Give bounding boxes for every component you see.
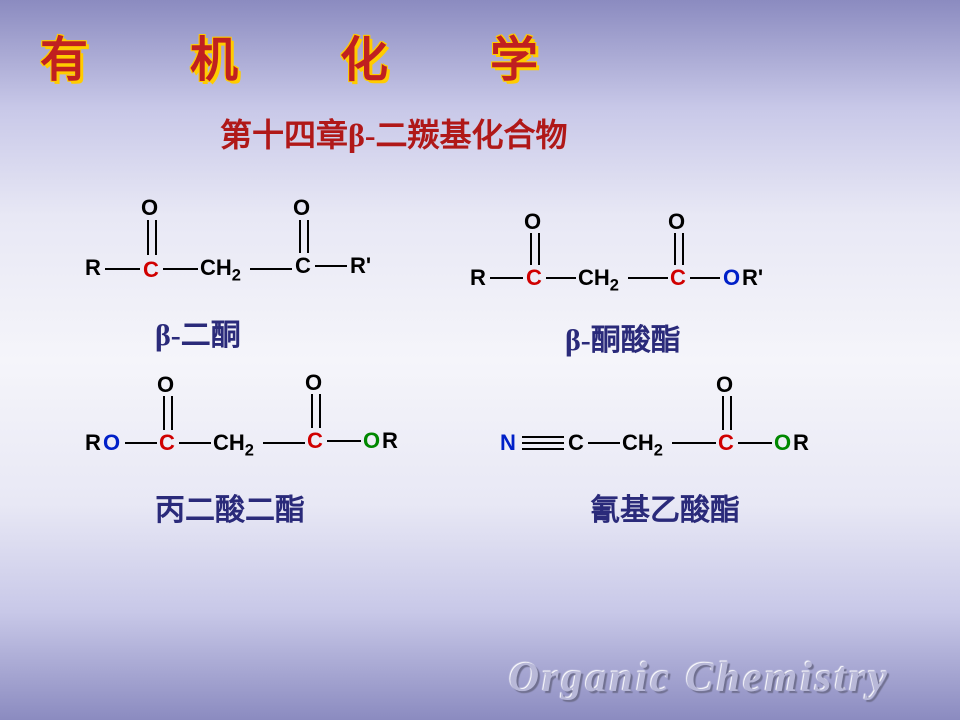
atom-O: O — [668, 209, 685, 235]
atom-C: C — [295, 253, 311, 279]
structure-label: 丙二酸二酯 — [155, 485, 305, 529]
bond — [155, 220, 157, 255]
title-text: 有 机 化 学 — [40, 34, 583, 87]
bond — [147, 220, 149, 255]
structure-cyanoacetate: NCCH2COOR氰基乙酸酯 — [500, 370, 880, 530]
atom-CH: CH2 — [213, 430, 254, 460]
bond — [730, 396, 732, 430]
bond — [628, 277, 668, 279]
bond — [690, 277, 720, 279]
bond — [546, 277, 576, 279]
atom-C: C — [307, 428, 323, 454]
atom-O: O — [524, 209, 541, 235]
bond — [125, 442, 157, 444]
atom-C: C — [718, 430, 734, 456]
atom-C: C — [159, 430, 175, 456]
atom-C: C — [568, 430, 584, 456]
bond — [522, 448, 564, 450]
atom-R: R — [470, 265, 486, 291]
bond — [738, 442, 772, 444]
bond — [263, 442, 305, 444]
atom-O: O — [141, 195, 158, 221]
atom-C: C — [670, 265, 686, 291]
atom-CH: CH2 — [578, 265, 619, 295]
bond — [327, 440, 361, 442]
bond — [315, 265, 347, 267]
atom-O: O — [157, 372, 174, 398]
bond — [163, 396, 165, 430]
atom-R': R' — [350, 253, 371, 279]
chapter-title: 第十四章β-二羰基化合物 — [220, 110, 568, 156]
atom-O: O — [305, 370, 322, 396]
bond — [490, 277, 523, 279]
structure-malonic-diester: ROCOCH2COOR丙二酸二酯 — [85, 370, 445, 530]
bond — [319, 394, 321, 428]
atom-C: C — [143, 257, 159, 283]
bond — [163, 268, 198, 270]
atom-O: O — [103, 430, 120, 456]
atom-R: R — [793, 430, 809, 456]
atom-O: O — [293, 195, 310, 221]
atom-CH: CH2 — [200, 255, 241, 285]
structure-label: β-酮酸酯 — [565, 315, 681, 359]
atom-R: R — [382, 428, 398, 454]
bond — [530, 233, 532, 265]
bond — [522, 436, 564, 438]
bond — [299, 220, 301, 253]
structure-beta-diketone: R C O CH2 C O R' β-二酮 — [85, 195, 425, 355]
structure-beta-ketoester: RCOCH2COOR'β-酮酸酯 — [470, 205, 850, 355]
atom-O: O — [774, 430, 791, 456]
atom-CH: CH2 — [622, 430, 663, 460]
bond — [250, 268, 292, 270]
bond — [307, 220, 309, 253]
atom-R': R' — [742, 265, 763, 291]
atom-C: C — [526, 265, 542, 291]
atom-O: O — [723, 265, 740, 291]
bond — [171, 396, 173, 430]
atom-R: R — [85, 430, 101, 456]
atom-O: O — [363, 428, 380, 454]
bond — [179, 442, 211, 444]
structure-label: β-二酮 — [155, 310, 241, 354]
bond — [311, 394, 313, 428]
bond — [522, 442, 564, 444]
bond — [674, 233, 676, 265]
bond — [588, 442, 620, 444]
bond — [672, 442, 716, 444]
bond — [722, 396, 724, 430]
footer-title: Organic Chemistry — [509, 654, 890, 702]
bond — [538, 233, 540, 265]
atom-O: O — [716, 372, 733, 398]
atom-N: N — [500, 430, 516, 456]
main-title: 有 机 化 学 — [40, 20, 583, 90]
structure-label: 氰基乙酸酯 — [590, 485, 740, 529]
atom-R: R — [85, 255, 101, 281]
bond — [105, 268, 140, 270]
bond — [682, 233, 684, 265]
